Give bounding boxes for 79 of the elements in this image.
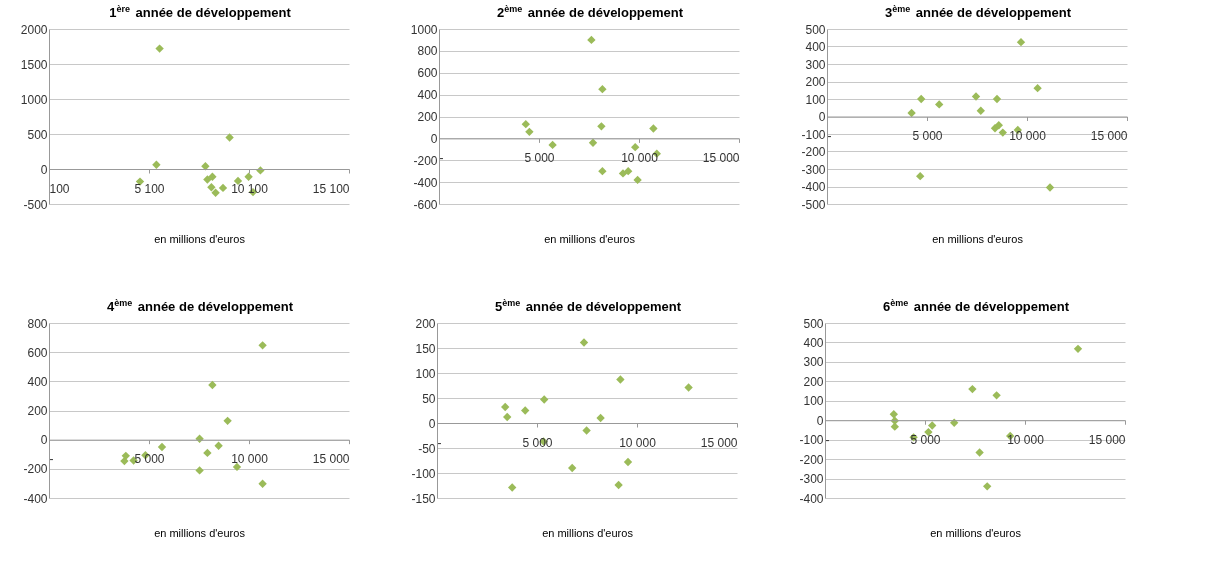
x-tick-label: 10 000 <box>619 435 657 450</box>
x-tick-label: 10 000 <box>231 452 269 467</box>
x-tick-label: 10 000 <box>1009 129 1047 143</box>
y-tick-label: 100 <box>803 394 824 409</box>
y-tick-label: 150 <box>415 341 436 356</box>
x-tick-label: - <box>49 452 54 467</box>
y-tick-label: -200 <box>799 452 824 467</box>
y-tick-label: 0 <box>816 413 824 428</box>
y-tick-label: 300 <box>805 57 826 72</box>
y-tick-label: -200 <box>413 153 438 168</box>
y-tick-label: -100 <box>801 127 826 142</box>
x-tick-label: 15 000 <box>1090 129 1128 143</box>
x-tick-label: - <box>827 129 832 143</box>
y-tick-label: -600 <box>413 197 438 212</box>
x-axis-title: en millions d'euros <box>542 526 634 539</box>
y-tick-label: 600 <box>417 66 438 81</box>
x-axis-title: en millions d'euros <box>154 232 246 245</box>
y-tick-label: 200 <box>27 404 48 418</box>
y-tick-label: 100 <box>805 92 826 107</box>
y-tick-label: 1000 <box>410 22 438 37</box>
y-tick-label: 500 <box>27 127 48 142</box>
x-axis-title: en millions d'euros <box>932 232 1024 245</box>
y-tick-label: 400 <box>417 88 438 103</box>
y-tick-label: -400 <box>23 491 48 506</box>
y-tick-label: 100 <box>415 366 436 381</box>
y-tick-label: 200 <box>417 110 438 124</box>
y-tick-label: 1500 <box>20 57 48 72</box>
y-tick-label: 200 <box>803 374 824 389</box>
y-tick-label: 2000 <box>20 22 48 37</box>
y-tick-label: 400 <box>805 40 826 54</box>
x-tick-label: - <box>825 432 830 447</box>
y-tick-label: -400 <box>801 180 826 194</box>
x-tick-label: 15 000 <box>312 452 350 467</box>
y-tick-label: -300 <box>799 472 824 487</box>
x-tick-label: 10 000 <box>1007 432 1045 447</box>
x-tick-label: - <box>439 150 444 165</box>
y-tick-label: 200 <box>415 316 436 331</box>
y-tick-label: 0 <box>40 162 48 177</box>
y-tick-label: -400 <box>413 175 438 190</box>
y-tick-label: 1000 <box>20 92 48 107</box>
y-tick-label: -100 <box>411 466 436 481</box>
y-tick-label: -50 <box>418 441 436 456</box>
y-tick-label: 400 <box>803 335 824 350</box>
x-tick-label: - <box>437 435 442 450</box>
y-tick-label: 200 <box>805 75 826 89</box>
y-tick-label: 0 <box>40 433 48 448</box>
y-tick-label: -100 <box>799 433 824 448</box>
y-tick-label: 300 <box>803 355 824 370</box>
y-tick-label: 800 <box>417 44 438 59</box>
y-tick-label: 0 <box>430 131 438 146</box>
x-tick-label: 5 000 <box>134 452 165 467</box>
y-tick-label: 0 <box>818 110 826 124</box>
x-tick-label: 10 100 <box>231 181 269 196</box>
y-tick-label: 0 <box>428 416 436 431</box>
y-tick-label: -150 <box>411 491 436 506</box>
y-tick-label: 400 <box>27 374 48 389</box>
x-tick-label: 15 000 <box>702 150 740 165</box>
x-axis-title: en millions d'euros <box>154 526 246 539</box>
x-axis-title: en millions d'euros <box>544 232 636 245</box>
x-axis-title: en millions d'euros <box>930 526 1022 539</box>
y-tick-label: -500 <box>801 197 826 212</box>
x-tick-label: 15 000 <box>700 435 738 450</box>
y-tick-label: -300 <box>801 162 826 177</box>
x-tick-label: 5 000 <box>522 435 553 450</box>
y-tick-label: 500 <box>805 22 826 37</box>
y-tick-label: -500 <box>23 197 48 212</box>
y-tick-label: -200 <box>23 462 48 477</box>
y-tick-label: -200 <box>801 145 826 159</box>
y-tick-label: 50 <box>422 391 436 406</box>
y-tick-label: 800 <box>27 316 48 331</box>
y-tick-label: 500 <box>803 316 824 331</box>
x-tick-label: 15 000 <box>1088 432 1126 447</box>
x-tick-label: 10 000 <box>621 150 659 165</box>
x-tick-label: 5 000 <box>524 150 555 165</box>
y-tick-label: 600 <box>27 345 48 360</box>
y-tick-label: -400 <box>799 491 824 506</box>
x-tick-label: 5 100 <box>134 181 165 196</box>
x-tick-label: 15 100 <box>312 181 350 196</box>
x-tick-label: 5 000 <box>912 129 943 143</box>
